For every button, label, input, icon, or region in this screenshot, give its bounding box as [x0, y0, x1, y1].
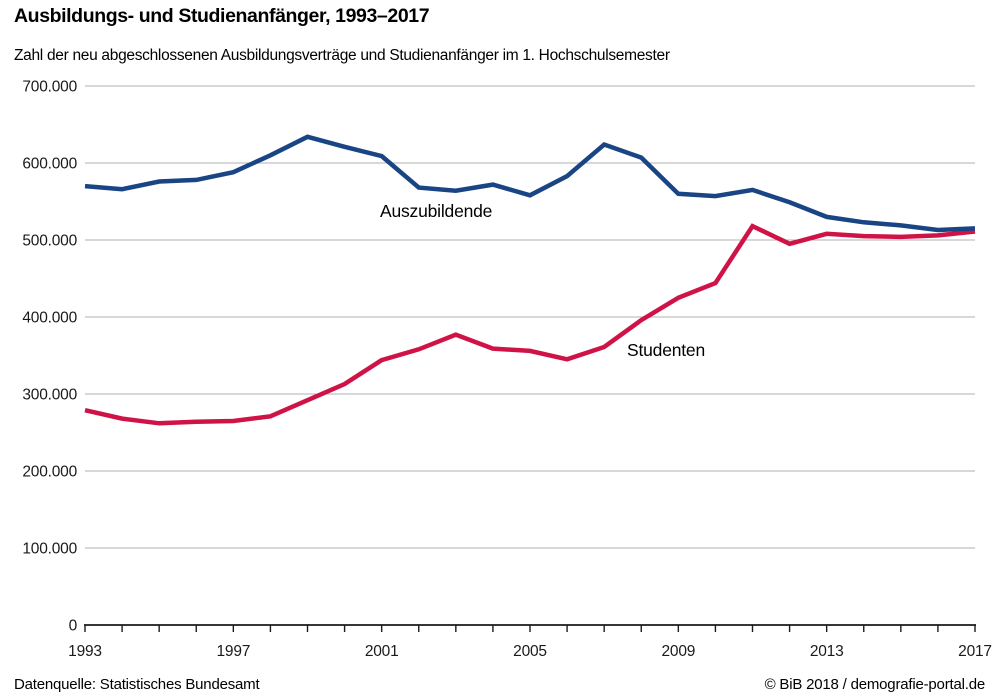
x-axis-label: 2009: [661, 643, 695, 660]
y-axis-label: 300.000: [22, 387, 77, 404]
series-label-auszubildende: Auszubildende: [380, 201, 493, 221]
x-axis-label: 2017: [958, 643, 992, 660]
x-axis-label: 1997: [216, 643, 250, 660]
y-axis-label: 100.000: [22, 541, 77, 558]
y-axis-label: 400.000: [22, 310, 77, 327]
series-line-auszubildende: [84, 134, 976, 233]
x-axis-label: 2013: [810, 643, 844, 660]
x-axis-label: 2001: [365, 643, 399, 660]
series-line-studenten: [84, 223, 976, 426]
x-axis-label: 2005: [513, 643, 547, 660]
y-axis-label: 700.000: [22, 79, 77, 96]
y-axis-label: 200.000: [22, 464, 77, 481]
series-label-studenten: Studenten: [627, 340, 705, 360]
data-source-note: Datenquelle: Statistisches Bundesamt: [14, 676, 260, 693]
chart-title: Ausbildungs- und Studienanfänger, 1993–2…: [14, 5, 430, 27]
y-axis-label: 0: [69, 618, 78, 635]
y-axis-label: 600.000: [22, 156, 77, 173]
y-axis-label: 500.000: [22, 233, 77, 250]
x-axis-label: 1993: [68, 643, 102, 660]
copyright-note: © BiB 2018 / demografie-portal.de: [764, 676, 986, 693]
chart-subtitle: Zahl der neu abgeschlossenen Ausbildungs…: [14, 47, 670, 64]
